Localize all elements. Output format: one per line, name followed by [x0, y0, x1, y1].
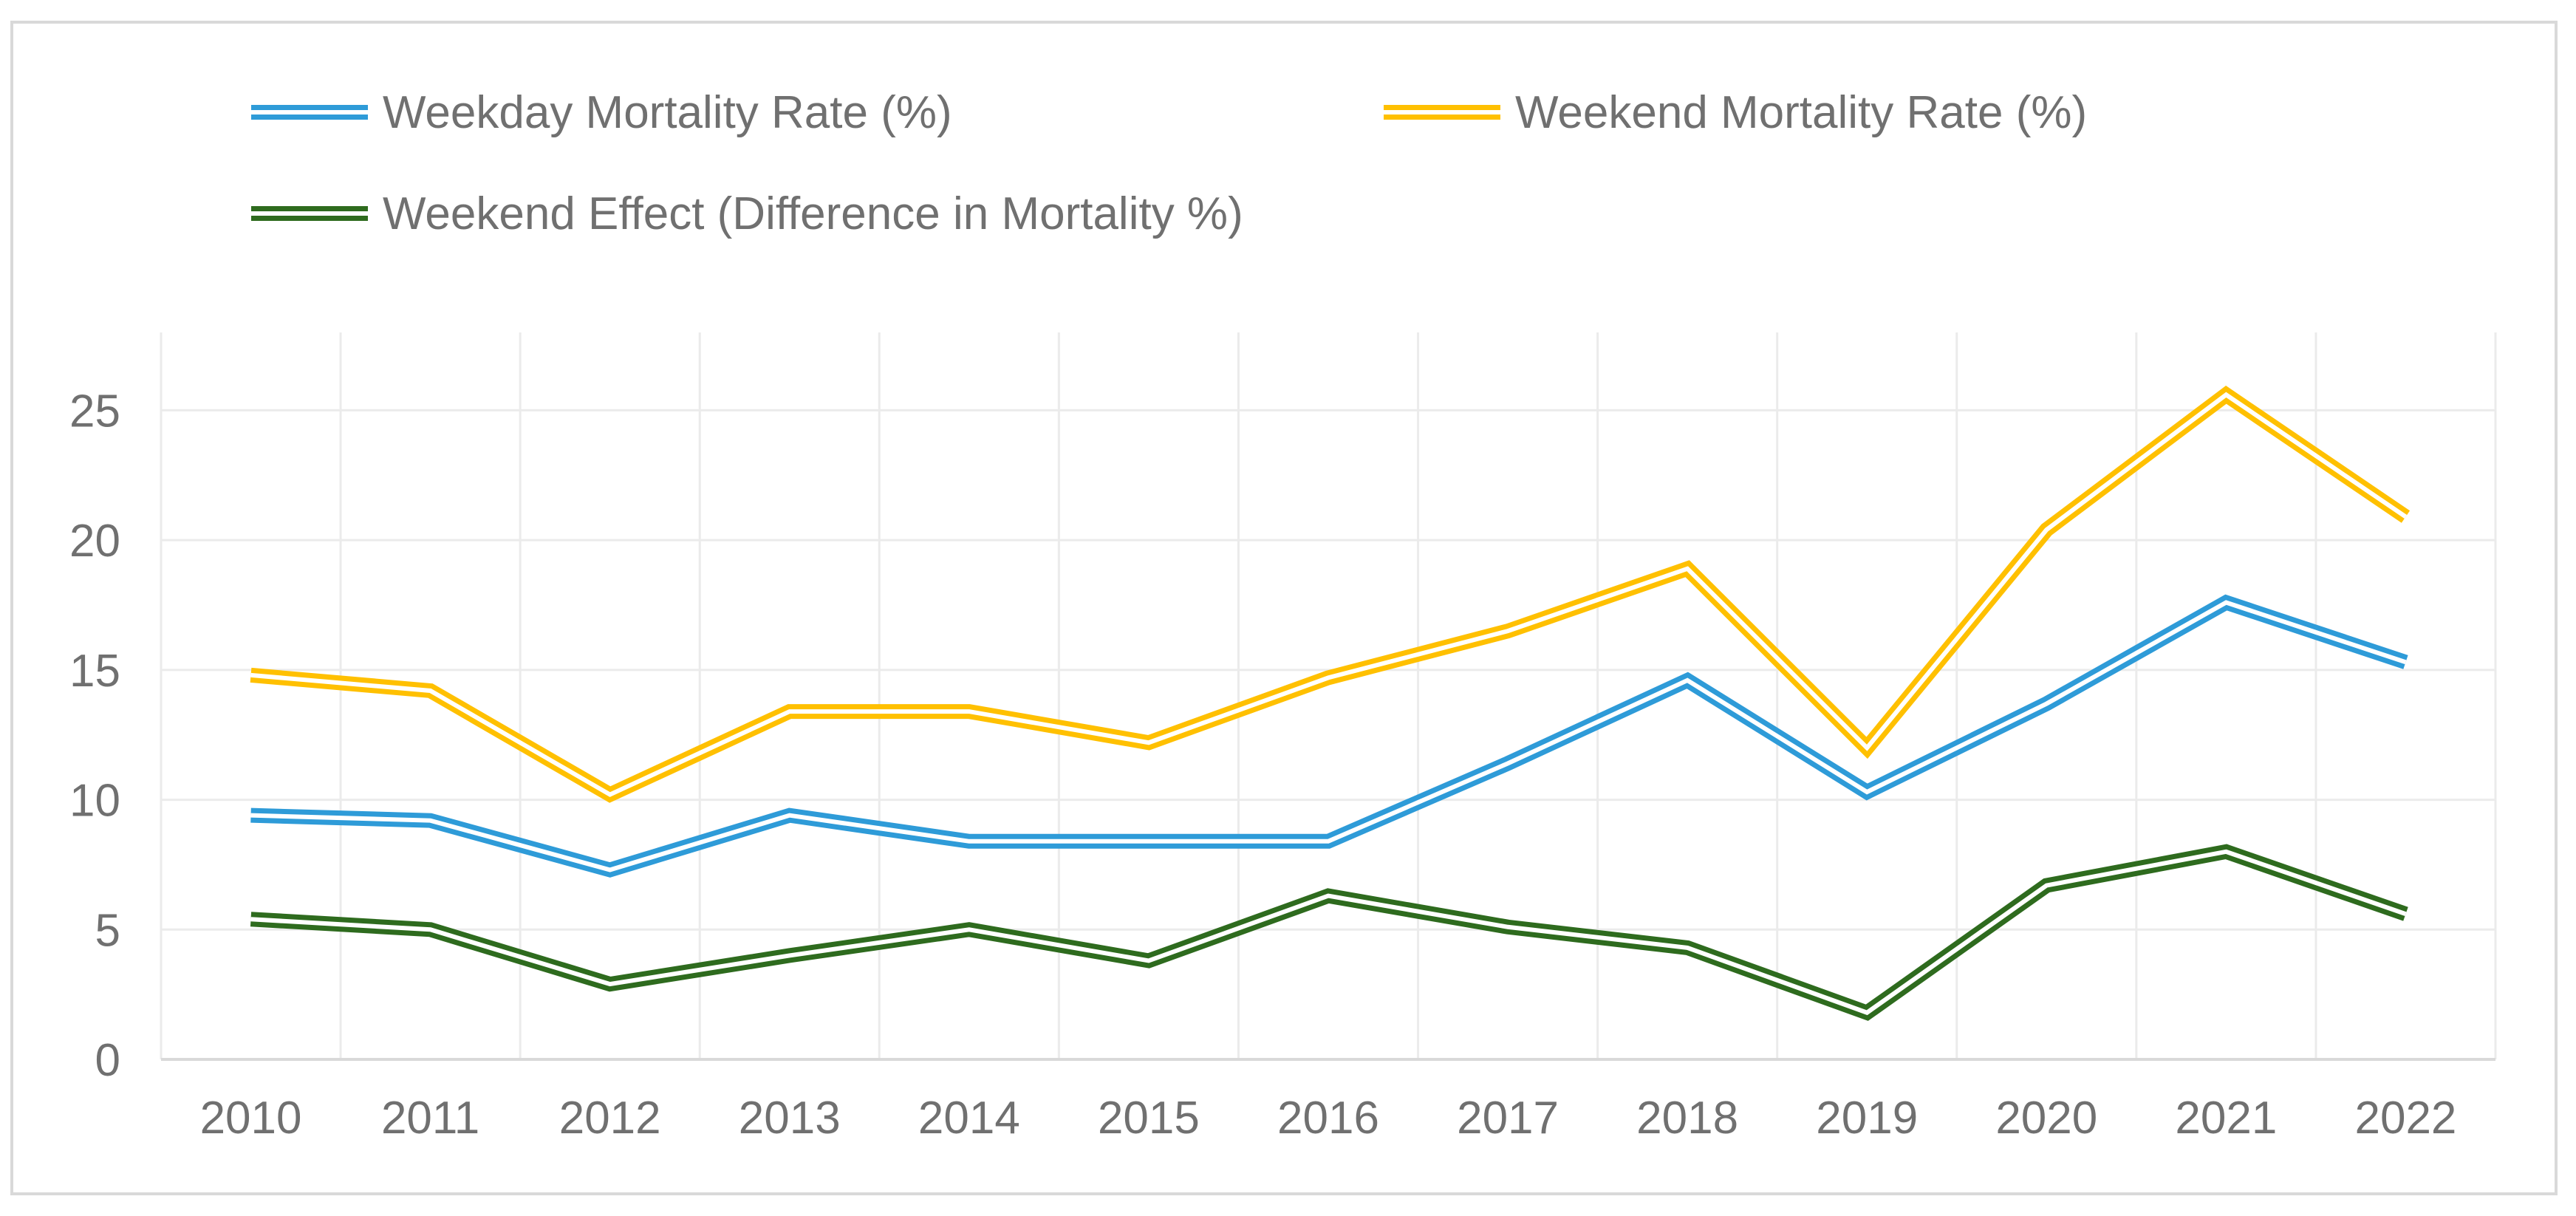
axis-layer: 0 5 10 15 20 25 2010 2011 2012 2013 2014 2015 2016 20…: [69, 386, 2495, 1144]
series-line: [250, 844, 2408, 1021]
x-tick-label: 2010: [200, 1093, 302, 1144]
x-tick-label: 2012: [559, 1093, 661, 1144]
legend: Weekday Mortality Rate (%) Weekend Morta…: [251, 87, 2087, 239]
y-tick-label: 15: [69, 646, 120, 697]
chart-frame: 0 5 10 15 20 25 2010 2011 2012 2013 2014 2015 2016 20…: [10, 21, 2558, 1195]
series-line: [250, 386, 2411, 803]
x-tick-label: 2016: [1277, 1093, 1379, 1144]
series-0: [250, 594, 2408, 878]
legend-item-weekend: Weekend Mortality Rate (%): [1384, 87, 2087, 138]
series-line-center: [250, 849, 2407, 1016]
series-line-center: [250, 392, 2408, 797]
series-2: [250, 844, 2408, 1021]
y-tick-label: 20: [69, 516, 120, 567]
x-tick-label: 2022: [2354, 1093, 2456, 1144]
legend-label-effect: Weekend Effect (Difference in Mortality …: [383, 188, 1243, 239]
legend-label-weekday: Weekday Mortality Rate (%): [383, 87, 952, 138]
x-tick-label: 2013: [739, 1093, 841, 1144]
legend-item-effect: Weekend Effect (Difference in Mortality …: [251, 188, 1243, 239]
x-tick-label: 2015: [1098, 1093, 1200, 1144]
y-tick-label: 10: [69, 776, 120, 827]
x-tick-label: 2011: [381, 1093, 479, 1144]
y-tick-label: 0: [95, 1035, 120, 1086]
series-layer: [250, 386, 2411, 1021]
x-tick-label: 2018: [1636, 1093, 1738, 1144]
y-tick-label: 5: [95, 905, 120, 956]
series-line-center: [250, 600, 2407, 872]
legend-item-weekday: Weekday Mortality Rate (%): [251, 87, 952, 138]
series-1: [250, 386, 2411, 803]
x-tick-label: 2019: [1816, 1093, 1918, 1144]
line-chart: 0 5 10 15 20 25 2010 2011 2012 2013 2014 2015 2016 20…: [69, 87, 2497, 1144]
x-tick-label: 2017: [1457, 1093, 1559, 1144]
x-tick-label: 2020: [1995, 1093, 2097, 1144]
y-tick-label: 25: [69, 386, 120, 437]
x-tick-label: 2021: [2175, 1093, 2277, 1144]
x-tick-label: 2014: [918, 1093, 1020, 1144]
series-line: [250, 594, 2408, 878]
legend-label-weekend: Weekend Mortality Rate (%): [1515, 87, 2087, 138]
